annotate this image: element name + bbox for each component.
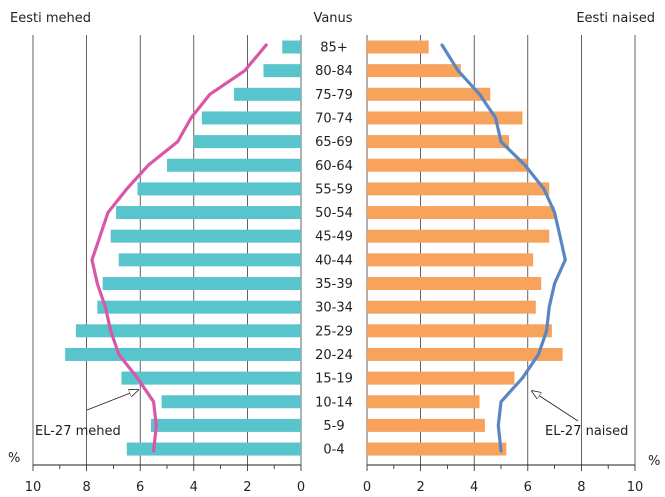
annotation-arrow-naised [532,391,579,422]
bar-mehed [110,229,301,243]
age-label: 40-44 [315,253,353,268]
age-label: 45-49 [315,230,353,245]
bar-mehed [167,158,301,172]
bar-mehed [234,87,301,101]
x-tick-label-right: 2 [416,480,424,495]
bar-mehed [137,182,301,196]
bar-naised [367,182,550,196]
bar-naised [367,158,528,172]
center-title: Vanus [313,11,352,26]
x-tick-label-right: 0 [363,480,371,495]
x-tick-label-left: 10 [25,480,42,495]
bar-mehed [75,324,301,338]
bar-naised [367,40,429,54]
age-label: 50-54 [315,206,353,221]
age-label: 5-9 [323,419,344,434]
age-label: 80-84 [315,64,353,79]
age-label: 75-79 [315,88,353,103]
bar-mehed [126,442,301,456]
x-tick-label-left: 4 [190,480,198,495]
bar-mehed [118,253,301,267]
bar-naised [367,324,552,338]
bar-naised [367,371,515,385]
bar-mehed [282,40,301,54]
line-el27-mehed [90,43,268,453]
bar-naised [367,300,536,314]
bar-naised [367,87,491,101]
bar-naised [367,206,555,220]
bar-mehed [116,206,301,220]
bar-naised [367,135,510,149]
bar-mehed [102,277,302,290]
bar-naised [367,111,523,125]
annotation-mehed: EL-27 mehed [35,424,121,439]
x-tick-label-right: 8 [577,480,585,495]
age-label: 70-74 [315,111,353,126]
age-label: 0-4 [323,443,344,458]
age-label: 15-19 [315,372,353,387]
bar-mehed [65,347,301,361]
annotation-arrow-mehed [86,390,138,411]
age-label: 35-39 [315,277,353,292]
right-title: Eesti naised [576,11,655,26]
x-tick-label-left: 2 [243,480,251,495]
bar-naised [367,442,507,456]
age-label: 20-24 [315,348,353,363]
bar-naised [367,253,534,267]
left-unit: % [8,451,20,466]
x-tick-label-right: 10 [627,480,644,495]
bar-mehed [193,135,301,149]
age-label: 55-59 [315,182,353,197]
bar-mehed [150,418,301,432]
bar-mehed [97,300,301,314]
annotation-naised: EL-27 naised [545,424,628,439]
left-title: Eesti mehed [10,11,91,26]
right-unit: % [648,454,660,469]
bar-naised [367,229,550,243]
age-label: 85+ [320,41,347,56]
bar-naised [367,418,485,432]
age-label: 10-14 [315,395,353,410]
age-label: 30-34 [315,301,353,316]
bar-naised [367,347,563,361]
bar-naised [367,395,480,409]
age-label: 65-69 [315,135,353,150]
bar-mehed [201,111,301,125]
bar-naised [367,64,461,78]
x-tick-label-right: 6 [524,480,532,495]
line-el27-naised [440,43,567,453]
bar-mehed [263,64,301,78]
age-label: 25-29 [315,324,353,339]
x-tick-label-left: 0 [297,480,305,495]
x-tick-label-left: 8 [82,480,90,495]
bar-mehed [121,371,301,385]
x-tick-label-left: 6 [136,480,144,495]
bar-naised [367,277,542,290]
age-label: 60-64 [315,159,353,174]
x-tick-label-right: 4 [470,480,478,495]
bar-mehed [161,395,301,409]
